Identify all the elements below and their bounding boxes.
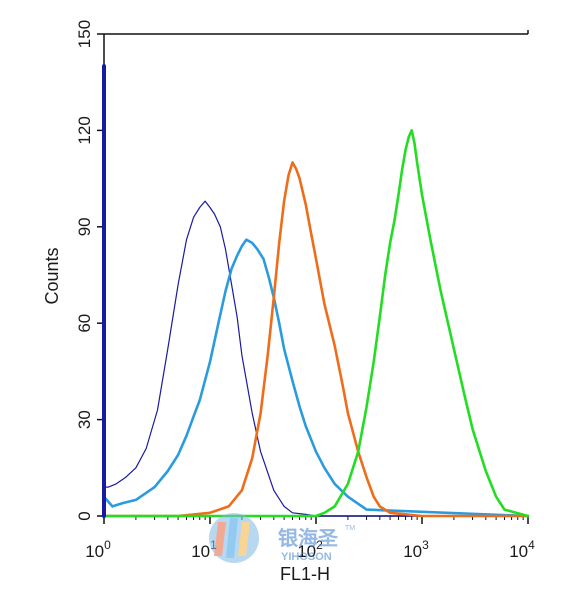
logo-mark [209,513,259,563]
x-tick-base: 10 [85,542,104,561]
x-tick-base: 10 [403,542,422,561]
x-tick-exponent: 0 [104,538,111,552]
x-tick-label: 102 [297,538,323,561]
series-line-1 [103,200,529,517]
watermark-sub: YIHOSON [281,551,332,563]
x-tick-base: 10 [509,542,528,561]
series-group [102,64,530,518]
series-line-4 [102,129,530,518]
x-tick-exponent: 3 [422,538,429,552]
y-tick-label: 150 [75,20,94,48]
x-tick-base: 10 [191,542,210,561]
watermark-tm: TM [345,525,355,532]
y-tick-label: 90 [75,217,94,236]
watermark-name: 银海圣 [278,526,339,550]
y-tick-label: 0 [75,511,94,520]
x-tick-label: 104 [509,538,535,561]
y-tick-label: 120 [75,116,94,144]
series-line-3 [102,161,530,518]
y-tick-label: 60 [75,314,94,333]
watermark-logo: 银海圣 YIHOSON TM [209,513,355,563]
x-ticks: 100101102103104 [85,516,535,561]
x-tick-exponent: 4 [528,538,535,552]
x-tick-base: 10 [297,542,316,561]
x-tick-label: 100 [85,538,111,561]
x-axis-title: FL1-H [280,564,330,584]
y-tick-label: 30 [75,410,94,429]
x-tick-exponent: 2 [316,538,323,552]
axes [103,30,529,517]
x-tick-label: 103 [403,538,429,561]
series-line-2 [102,238,530,518]
y-axis-title: Counts [42,247,62,304]
y-ticks: 0 30 60 90 120 150 [75,20,104,521]
